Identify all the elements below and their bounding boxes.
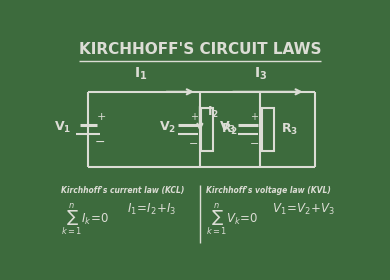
Text: +: + xyxy=(250,112,258,122)
Text: $\mathbf{V_3}$: $\mathbf{V_3}$ xyxy=(219,120,236,135)
Text: $V_1\!=\!V_2\!+\!V_3$: $V_1\!=\!V_2\!+\!V_3$ xyxy=(272,202,335,217)
Text: $\sum_{k=1}^{n}V_k\!=\!0$: $\sum_{k=1}^{n}V_k\!=\!0$ xyxy=(206,202,259,237)
Text: $\mathbf{R_3}$: $\mathbf{R_3}$ xyxy=(282,122,299,137)
Text: $\sum_{k=1}^{n}I_k\!=\!0$: $\sum_{k=1}^{n}I_k\!=\!0$ xyxy=(61,202,109,237)
Text: $\mathbf{I_3}$: $\mathbf{I_3}$ xyxy=(254,66,267,82)
Text: $\mathbf{V_2}$: $\mathbf{V_2}$ xyxy=(158,120,176,135)
Text: $I_1\!=\!I_2\!+\!I_3$: $I_1\!=\!I_2\!+\!I_3$ xyxy=(127,202,177,217)
Text: $\mathbf{I_1}$: $\mathbf{I_1}$ xyxy=(134,66,148,82)
Text: Kirchhoff's current law (KCL): Kirchhoff's current law (KCL) xyxy=(61,186,184,195)
Text: Kirchhoff's voltage law (KVL): Kirchhoff's voltage law (KVL) xyxy=(206,186,331,195)
Text: KIRCHHOFF'S CIRCUIT LAWS: KIRCHHOFF'S CIRCUIT LAWS xyxy=(79,42,321,57)
Text: +: + xyxy=(190,112,198,122)
Text: −: − xyxy=(250,139,259,149)
Text: $\mathbf{V_1}$: $\mathbf{V_1}$ xyxy=(54,120,71,135)
Text: −: − xyxy=(95,136,105,149)
Text: $\mathbf{I_2}$: $\mathbf{I_2}$ xyxy=(207,105,220,120)
Text: $\mathbf{R_2}$: $\mathbf{R_2}$ xyxy=(221,122,238,137)
Text: −: − xyxy=(189,139,199,149)
Text: +: + xyxy=(97,112,106,122)
